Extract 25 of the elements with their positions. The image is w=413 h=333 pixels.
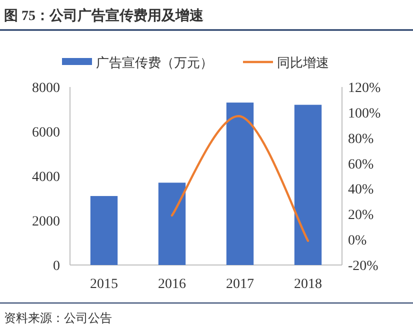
text: 资料来源：公司公告	[4, 311, 112, 325]
bar	[158, 182, 186, 265]
x-tick-label: 2015	[90, 277, 118, 292]
y2-tick-label: -20%	[348, 259, 379, 274]
y2-tick-label: 20%	[348, 208, 374, 224]
bar	[90, 196, 118, 265]
y2-tick-label: 60%	[348, 157, 374, 172]
y2-tick-label: 80%	[348, 132, 374, 147]
y2-tick-label: 0%	[348, 234, 367, 249]
y-tick-label: 4000	[32, 170, 60, 185]
legend-label: 广告宣传费（万元）	[96, 55, 213, 70]
bar	[294, 104, 322, 265]
legend-label: 同比增速	[277, 55, 329, 70]
y-tick-label: 0	[53, 259, 60, 274]
x-tick-label: 2016	[158, 277, 186, 292]
y-tick-label: 2000	[32, 214, 60, 230]
x-tick-label: 2018	[294, 277, 322, 292]
y-tick-label: 8000	[32, 81, 60, 96]
y2-tick-label: 40%	[348, 182, 374, 198]
y2-tick-label: 120%	[348, 81, 381, 96]
chart-title: 图 75：公司广告宣传费用及增速	[4, 7, 204, 24]
y2-tick-label: 100%	[348, 106, 381, 122]
x-tick-label: 2017	[226, 277, 254, 292]
bar	[226, 102, 254, 265]
y-tick-label: 6000	[32, 126, 60, 140]
